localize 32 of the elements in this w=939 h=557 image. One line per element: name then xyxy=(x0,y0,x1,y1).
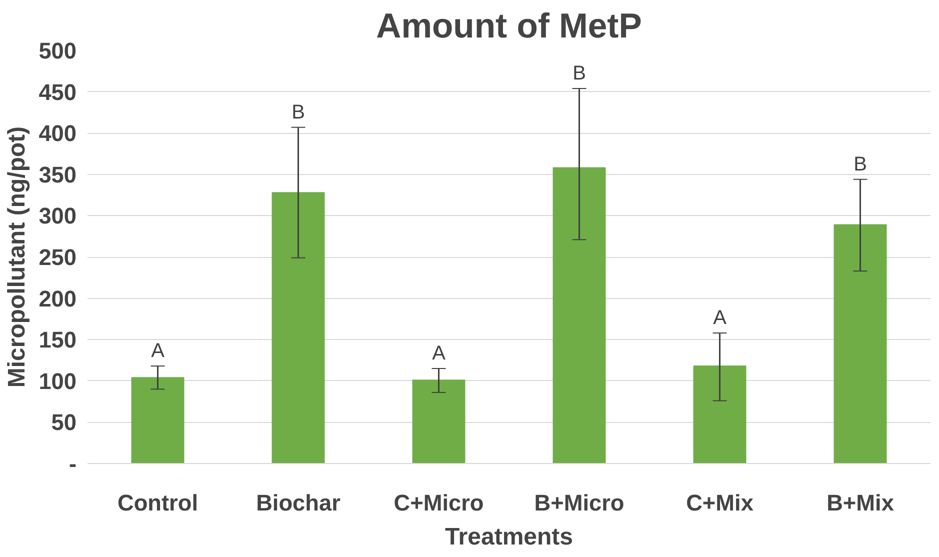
annotation: A xyxy=(151,340,166,362)
x-tick-label: B+Micro xyxy=(534,490,624,516)
bar xyxy=(412,380,466,464)
y-tick-label: 500 xyxy=(38,38,77,64)
annotation: A xyxy=(713,306,728,329)
bar xyxy=(131,377,184,464)
chart-title: Amount of MetP xyxy=(376,8,642,46)
annotation: B xyxy=(292,101,305,124)
x-tick-label: Biochar xyxy=(256,490,341,516)
bar xyxy=(834,224,887,464)
y-tick-label: 400 xyxy=(38,120,77,146)
bar xyxy=(552,167,606,464)
x-tick-label: Control xyxy=(117,490,198,516)
y-tick-label: 250 xyxy=(38,244,77,270)
annotation: B xyxy=(572,62,586,84)
y-tick-label: 200 xyxy=(38,285,77,312)
y-tick-label: 100 xyxy=(38,368,77,394)
x-tick-label: C+Mix xyxy=(686,490,754,516)
y-tick-label: 150 xyxy=(38,326,77,353)
annotation: A xyxy=(432,342,446,365)
bar xyxy=(693,366,746,464)
x-axis-title: Treatments xyxy=(444,524,574,550)
bar xyxy=(272,192,325,464)
y-tick-label: 300 xyxy=(38,202,77,229)
annotation: B xyxy=(854,153,867,176)
x-tick-label: B+Mix xyxy=(826,490,894,516)
y-axis-title: Micropollutant (ng/pot) xyxy=(4,126,31,388)
x-tick-label: C+Micro xyxy=(394,490,484,516)
y-tick-label: 450 xyxy=(38,78,77,105)
y-tick-label: 350 xyxy=(38,161,77,188)
y-tick-label: 50 xyxy=(51,409,76,436)
y-tick-label: - xyxy=(68,450,76,476)
